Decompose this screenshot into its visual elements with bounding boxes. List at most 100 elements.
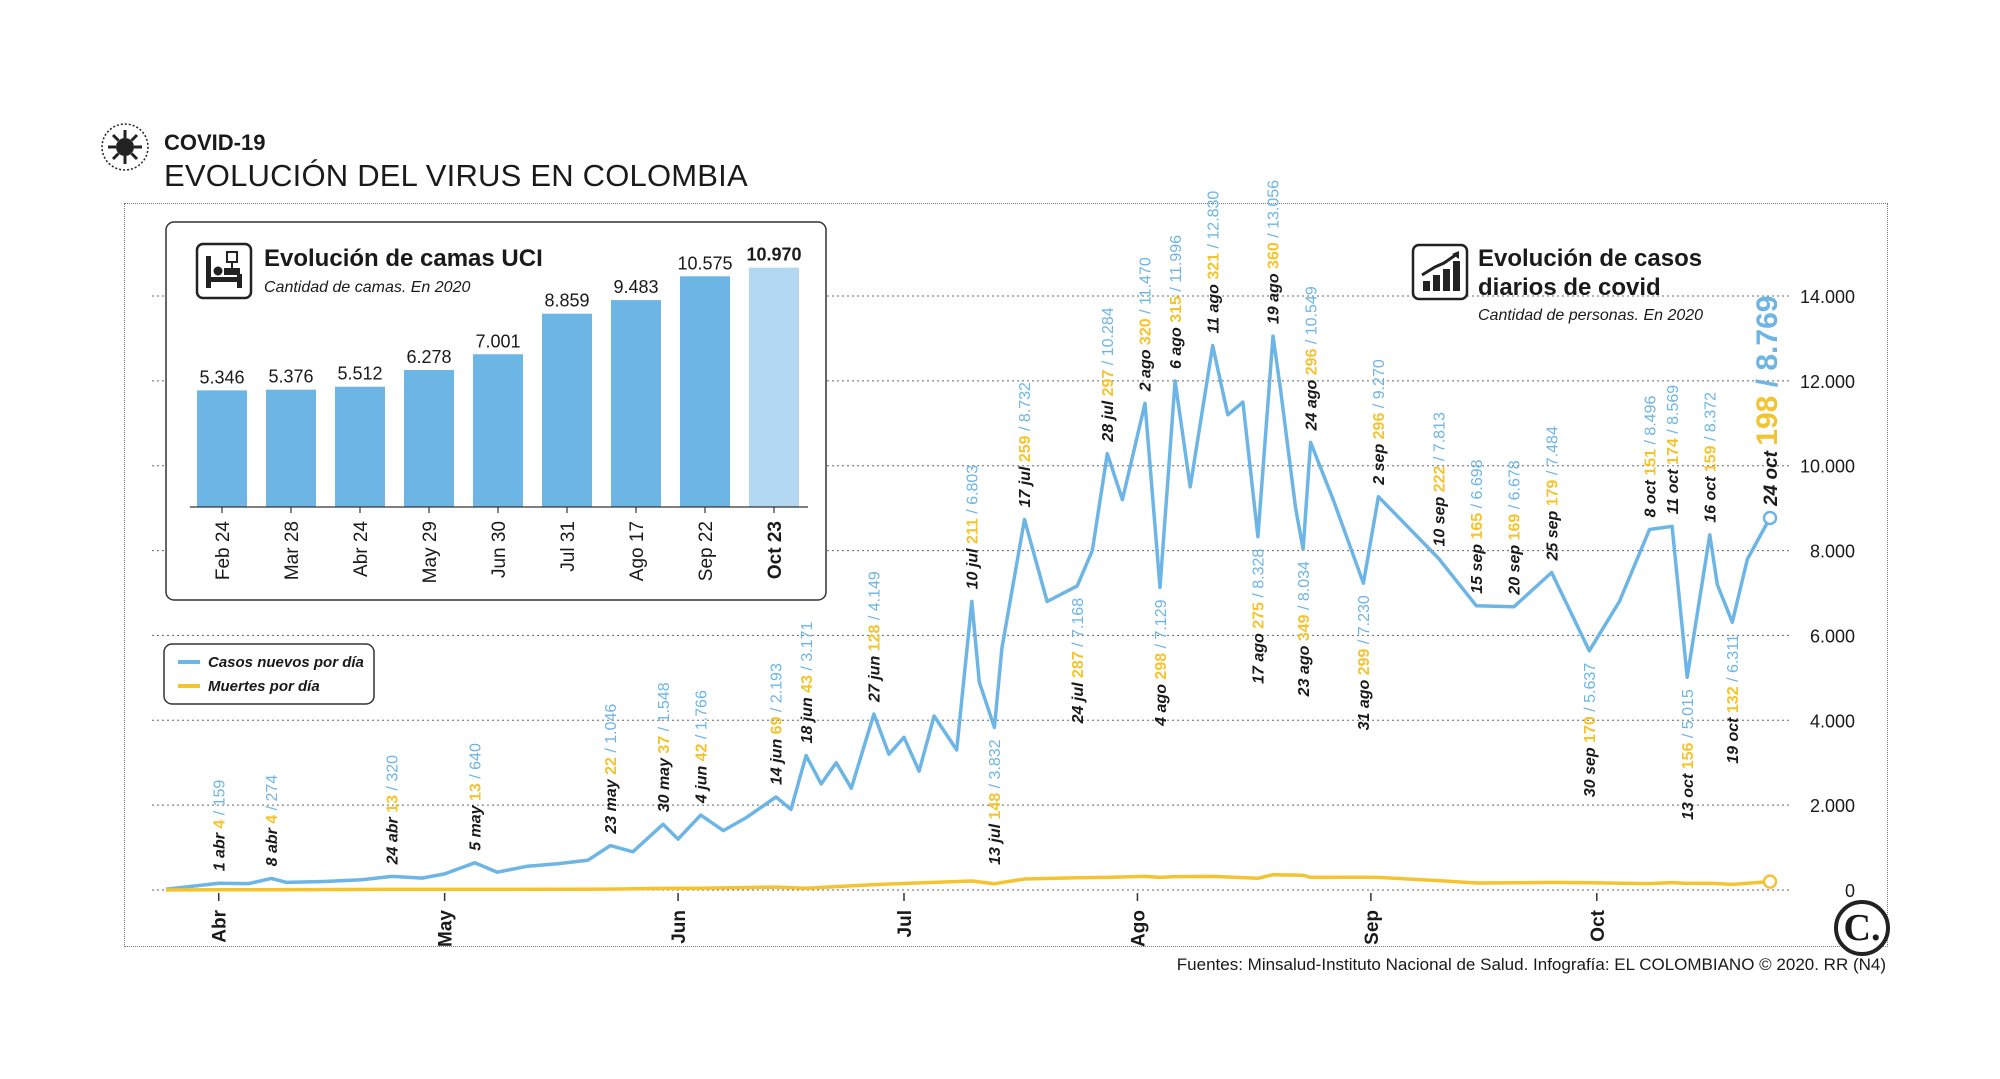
bar-chart-subtitle: Cantidad de camas. En 2020 [264,279,470,296]
bar-value-label: 9.483 [613,277,658,297]
x-tick-label: May [436,910,457,947]
data-annotation: 18 jun 43 / 3.171 [799,622,816,744]
bar-value-label: 6.278 [406,347,451,367]
data-annotation: 30 sep 170 / 5.637 [1582,663,1599,797]
line-chart-subtitle: Cantidad de personas. En 2020 [1478,307,1703,324]
data-annotation: 16 oct 159 / 8.372 [1703,392,1720,523]
deaths-end-marker [1762,874,1778,889]
data-annotation: 8 oct 151 / 8.496 [1642,396,1659,518]
legend-deaths-label: Muertes por día [208,678,320,695]
bar-category-label: Jul 31 [558,521,579,572]
x-tick-label: Abr [210,909,231,942]
line-chart-header: Evolución de casos diarios de covid Cant… [1411,243,1703,324]
data-annotation: 24 oct 198 / 8.769 [1751,296,1784,507]
data-annotation: 19 ago 360 / 13.056 [1266,180,1283,324]
data-annotation: 15 sep 165 / 6.698 [1469,459,1486,593]
data-annotation: 4 ago 298 / 7.129 [1153,599,1170,726]
x-tick-label: Jun [669,910,690,944]
deaths-series-line [165,872,1771,892]
virus-icon [101,123,149,171]
y-tick-label: 10.000 [1800,457,1855,477]
x-tick-label: Jul [895,910,916,937]
data-annotation: 30 may 37 / 1.548 [656,682,673,812]
data-annotation: 23 may 22 / 1.046 [603,704,620,835]
bar [680,276,730,507]
bar-value-label: 10.970 [746,245,801,265]
data-annotation: 2 ago 320 / 11.470 [1138,257,1155,392]
annotation-layer: 1 abr 4 / 159 8 abr 4 / 274 24 abr 13 / 32… [212,180,1784,871]
data-annotation: 28 jul 297 / 10.284 [1100,307,1117,442]
data-annotation: 13 jul 148 / 3.832 [987,739,1004,865]
data-annotation: 23 ago 349 / 8.034 [1296,561,1313,697]
data-annotation: 31 ago 299 / 7.230 [1356,595,1373,730]
data-annotation: 17 ago 275 / 8.328 [1251,549,1268,684]
legend: Casos nuevos por día Muertes por día [163,643,375,705]
bar-category-label: Feb 24 [213,521,234,581]
bar-category-label: Abr 24 [351,521,372,577]
bar-category-label: Mar 28 [282,521,303,580]
data-annotation: 6 ago 315 / 11.996 [1168,235,1185,369]
bar-category-label: Ago 17 [627,521,648,581]
y-tick-label: 12.000 [1800,372,1855,392]
line-layer [165,334,1778,892]
chart-up-icon [1411,243,1469,301]
bar [611,300,661,507]
bar-category-label: Sep 22 [696,521,717,581]
data-annotation: 24 abr 13 / 320 [385,755,402,866]
data-annotation: 5 may 13 / 640 [468,743,485,851]
line-chart-title-line2: diarios de covid [1478,274,1661,301]
cases-end-marker [1762,510,1778,526]
hospital-bed-icon [195,242,253,300]
chart-frame [124,203,1888,947]
bar-category-label: May 29 [420,521,441,583]
bar-category-label: Jun 30 [489,521,510,578]
data-annotation: 2 sep 296 / 9.270 [1371,359,1388,486]
data-annotation: 19 oct 132 / 6.311 [1725,634,1742,764]
grid-layer [152,295,1790,891]
bar [404,370,454,507]
legend-cases-label: Casos nuevos por día [208,654,364,671]
bar-value-label: 5.512 [337,364,382,384]
data-annotation: 11 ago 321 / 12.830 [1206,191,1223,334]
bar-value-label: 7.001 [475,331,520,351]
bar [542,313,592,507]
data-annotation: 10 jul 211 / 6.803 [965,465,982,590]
bar-value-label: 8.859 [544,291,589,311]
el-colombiano-logo: C. [1834,900,1890,956]
bar [266,389,316,507]
bar-chart-title: Evolución de camas UCI [264,245,543,272]
bar-category-label: Oct 23 [765,521,786,579]
bar [473,354,523,507]
data-annotation: 24 jul 287 / 7.168 [1070,598,1087,725]
y-tick-label: 14.000 [1800,287,1855,307]
data-annotation: 10 sep 222 / 7.813 [1431,412,1448,546]
y-tick-label: 6.000 [1810,626,1855,646]
bar-value-label: 10.575 [677,253,732,273]
data-annotation: 1 abr 4 / 159 [212,780,229,872]
data-annotation: 8 abr 4 / 274 [264,775,281,867]
bar-layer: 5.346 Feb 24 5.376 Mar 28 5.512 Abr 24 6.278 Ma… [190,245,808,583]
bar [749,267,799,507]
axis-layer: 0 2.000 4.000 6.000 8.000 10.000 12.000 14.000 A… [210,287,1855,947]
data-annotation: 4 jun 42 / 1.766 [693,690,710,804]
data-annotation: 24 ago 296 / 10.549 [1303,286,1320,431]
y-tick-label: 4.000 [1810,711,1855,731]
sources-footer: Fuentes: Minsalud-Instituto Nacional de … [1176,955,1886,974]
data-annotation: 27 jun 128 / 4.149 [867,571,884,703]
bar [335,386,385,507]
data-annotation: 14 jun 69 / 2.193 [769,663,786,785]
data-annotation: 13 oct 156 / 5.015 [1680,689,1697,820]
bar-chart-panel: Evolución de camas UCI Cantidad de camas… [165,221,827,601]
bar [197,390,247,507]
data-annotation: 17 jul 259 / 8.732 [1017,382,1034,508]
bar-value-label: 5.346 [199,367,244,387]
cases-series-line [165,334,1772,891]
data-annotation: 25 sep 179 / 7.484 [1544,426,1561,561]
kicker: COVID-19 [164,130,266,155]
y-tick-label: 8.000 [1810,542,1855,562]
y-tick-label: 2.000 [1810,796,1855,816]
y-tick-label: 0 [1845,881,1855,901]
x-tick-label: Oct [1588,909,1609,941]
page-title: EVOLUCIÓN DEL VIRUS EN COLOMBIA [164,158,748,193]
